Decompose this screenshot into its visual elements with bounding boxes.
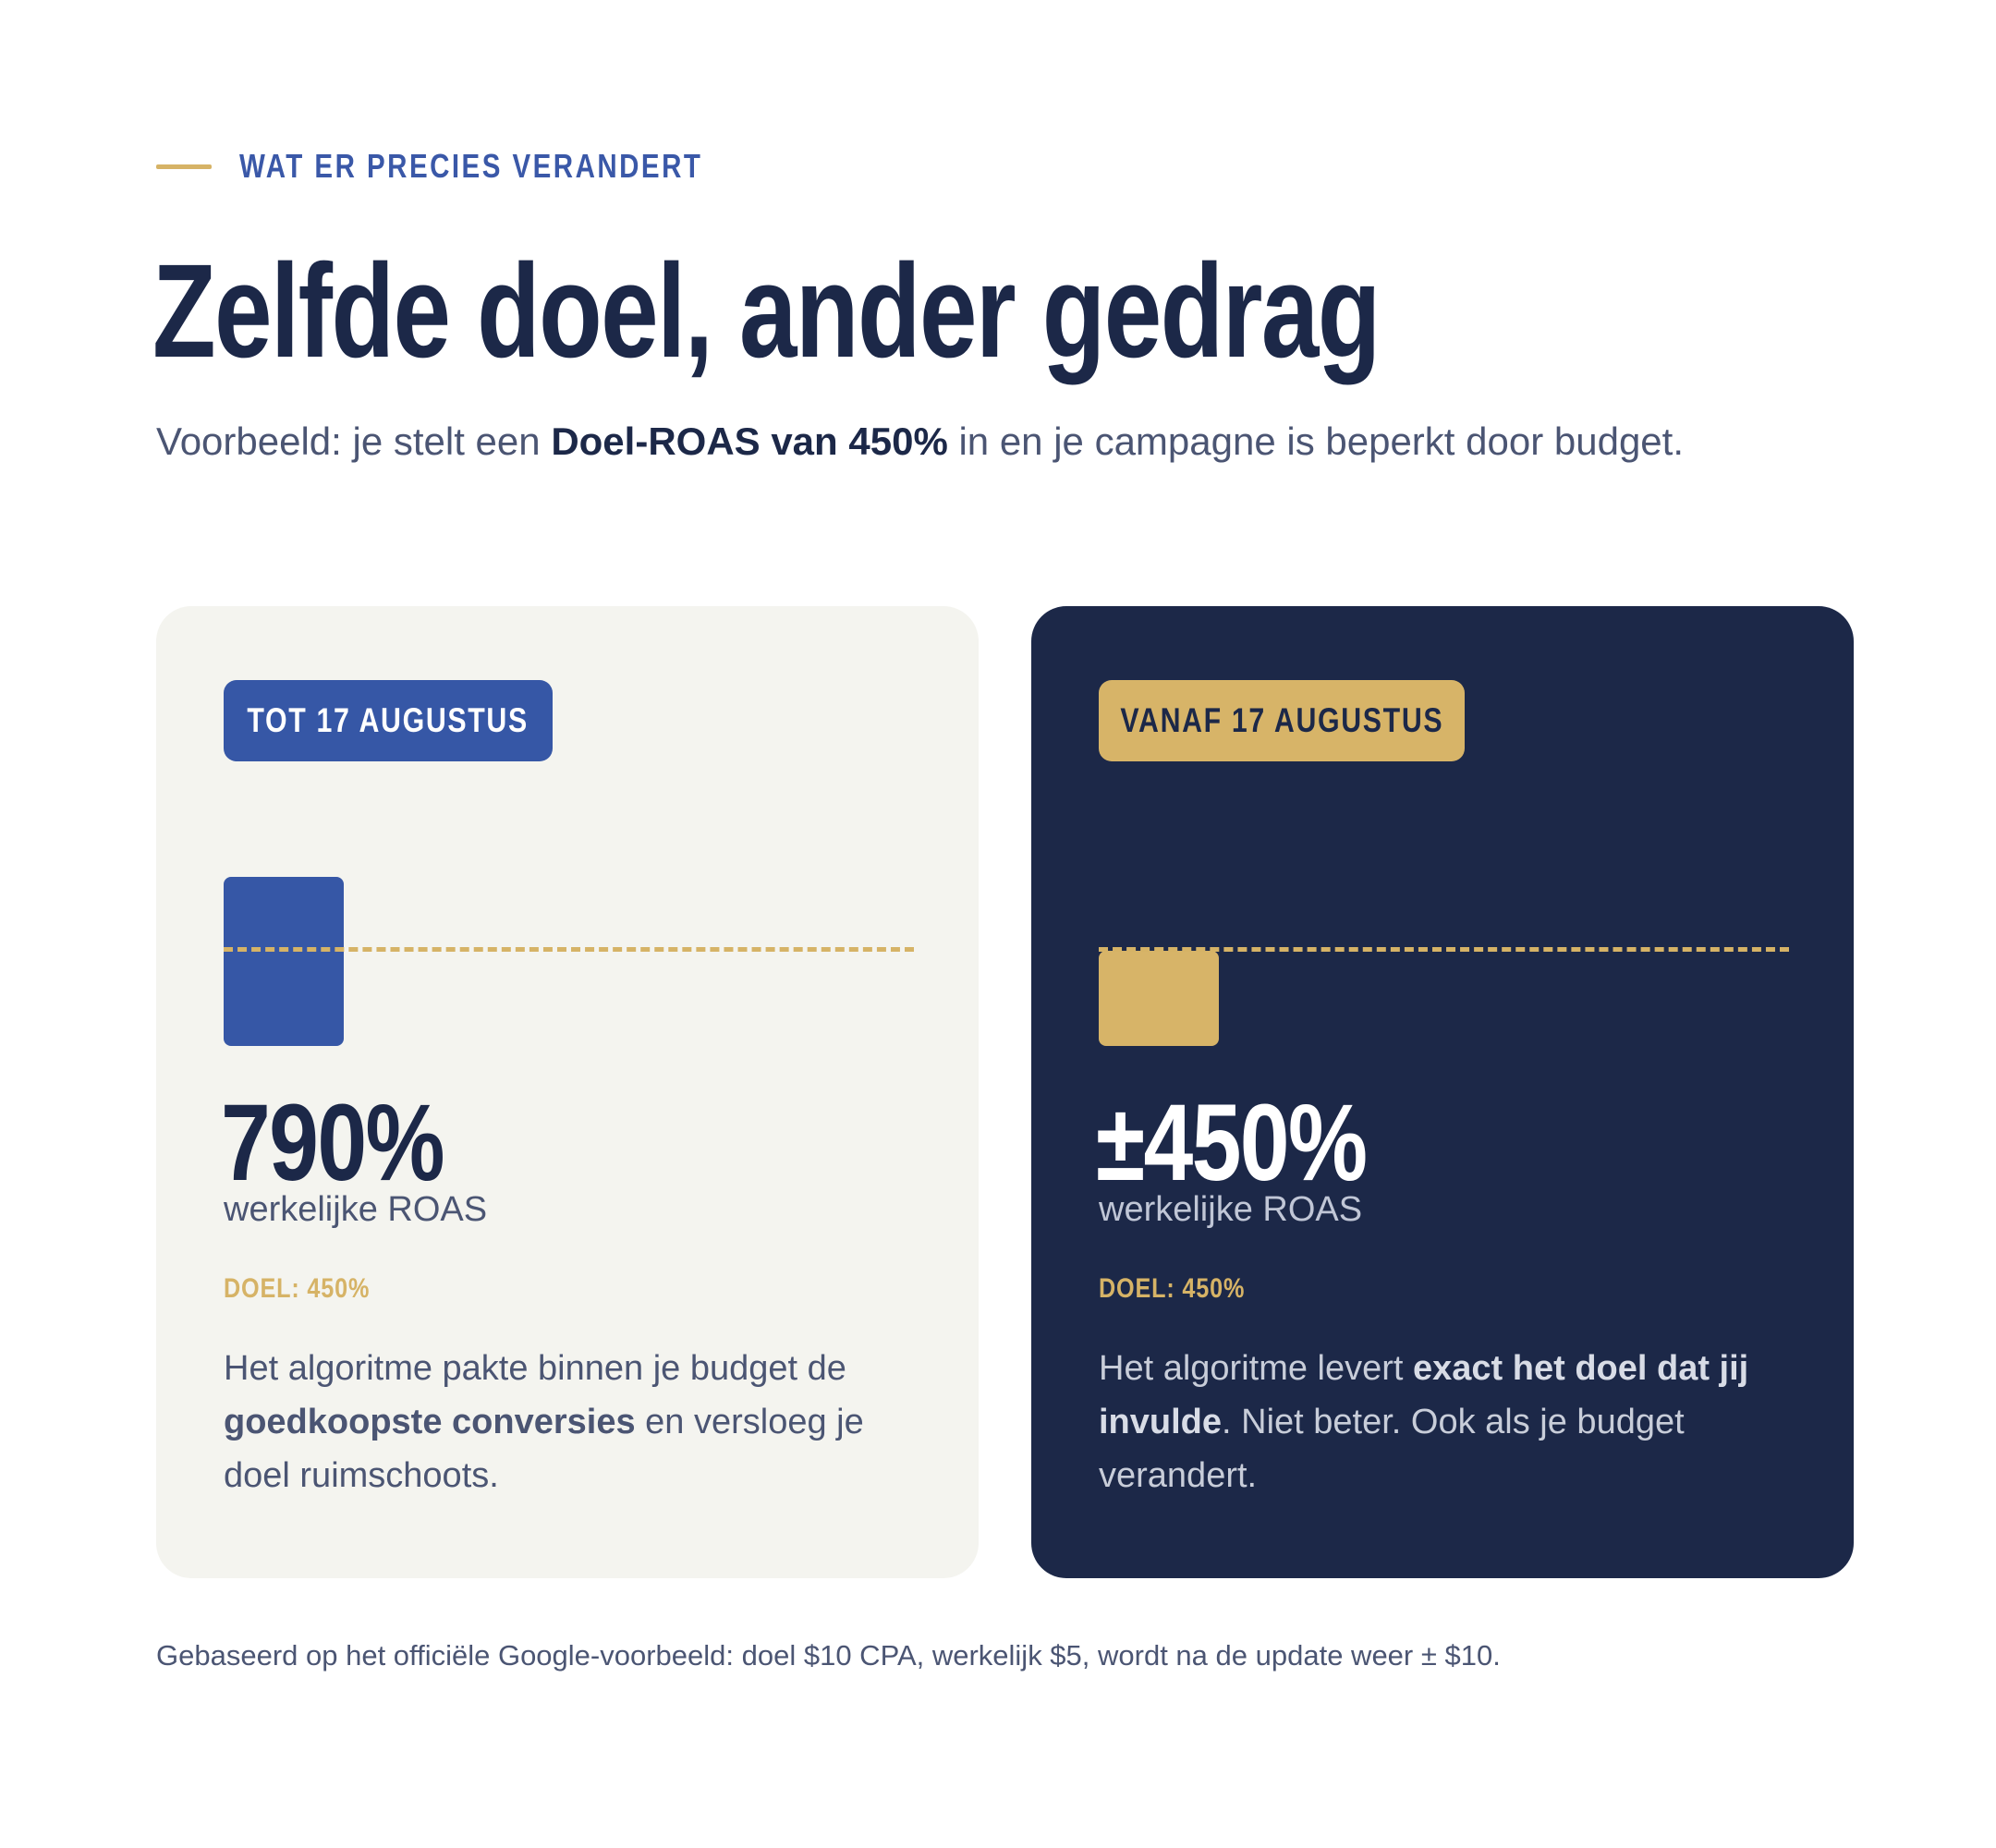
card-after: VANAF 17 AUGUSTUS ±450% werkelijke ROAS …: [1031, 606, 1854, 1578]
desc-before-1: Het algoritme pakte binnen je budget de: [224, 1349, 846, 1388]
roas-bar-after: [1099, 951, 1219, 1046]
target-line: [1099, 947, 1789, 952]
section-eyebrow: WAT ER PRECIES VERANDERT: [156, 147, 804, 185]
footnote: Gebaseerd op het officiële Google-voorbe…: [156, 1639, 1501, 1672]
roas-label-before: werkelijke ROAS: [224, 1190, 488, 1229]
badge-before-label: TOT 17 AUGUSTUS: [247, 701, 529, 739]
goal-label-after: DOEL: 450%: [1099, 1273, 1246, 1304]
roas-bar-before: [224, 877, 344, 1046]
intro-bold: Doel-ROAS van 450%: [551, 419, 948, 463]
badge-after-label: VANAF 17 AUGUSTUS: [1120, 701, 1443, 739]
description-before: Het algoritme pakte binnen je budget de …: [224, 1342, 926, 1502]
card-before: TOT 17 AUGUSTUS 790% werkelijke ROAS DOE…: [156, 606, 979, 1578]
roas-value-before: 790%: [221, 1082, 445, 1204]
page-title: Zelfde doel, ander gedrag: [152, 237, 1381, 385]
eyebrow-label: WAT ER PRECIES VERANDERT: [239, 147, 703, 185]
intro-before: Voorbeeld: je stelt een: [156, 419, 552, 463]
desc-after-1: Het algoritme levert: [1099, 1349, 1414, 1388]
desc-before-bold: goedkoopste conversies: [224, 1403, 636, 1441]
roas-value-after: ±450%: [1096, 1082, 1368, 1204]
desc-after-bold: exact het doel dat jij invulde: [1099, 1349, 1749, 1441]
desc-before-2: en versloeg je doel ruimschoots.: [224, 1403, 864, 1495]
intro-after: in en je campagne is beperkt door budget…: [947, 419, 1684, 463]
desc-after-2: . Niet beter. Ook als je budget verander…: [1099, 1403, 1685, 1495]
goal-label-before: DOEL: 450%: [224, 1273, 371, 1304]
intro-text: Voorbeeld: je stelt een Doel-ROAS van 45…: [156, 410, 1727, 473]
roas-label-after: werkelijke ROAS: [1099, 1190, 1363, 1229]
description-after: Het algoritme levert exact het doel dat …: [1099, 1342, 1801, 1502]
target-line: [224, 947, 914, 952]
eyebrow-rule: [156, 164, 212, 169]
badge-after: VANAF 17 AUGUSTUS: [1099, 680, 1465, 761]
badge-before: TOT 17 AUGUSTUS: [224, 680, 553, 761]
